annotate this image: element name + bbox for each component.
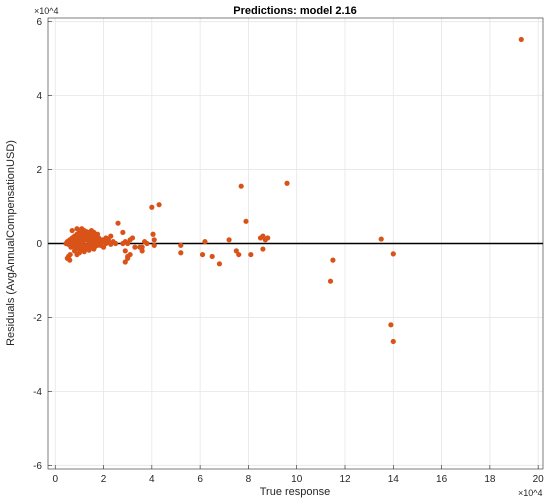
- y-tick-label: 6: [36, 17, 42, 28]
- y-tick-label: -2: [33, 313, 42, 324]
- data-point: [125, 240, 131, 247]
- data-point: [390, 338, 396, 345]
- x-tick-label: 20: [533, 474, 545, 485]
- data-point: [122, 248, 128, 254]
- data-point: [67, 257, 73, 263]
- data-point: [139, 248, 145, 254]
- data-point: [390, 251, 396, 257]
- x-tick-label: 14: [388, 474, 400, 485]
- data-point: [98, 240, 104, 246]
- y-axis-label: Residuals (AvgAnnualCompensationUSD): [5, 140, 17, 346]
- x-tick-label: 4: [149, 474, 155, 485]
- chart-title: Predictions: model 2.16: [233, 5, 356, 17]
- y-axis-ticks: -6 -4 -2 0 2 4 6: [33, 17, 52, 472]
- y-tick-label: 0: [36, 239, 42, 250]
- data-point: [122, 259, 128, 265]
- data-point: [71, 248, 78, 254]
- data-point: [120, 229, 126, 236]
- data-point: [151, 242, 157, 248]
- x-tick-label: 10: [291, 474, 303, 485]
- x-tick-label: 18: [484, 474, 496, 485]
- data-point: [129, 235, 136, 241]
- data-point: [260, 246, 266, 252]
- data-point: [233, 248, 239, 254]
- y-tick-label: 4: [36, 91, 42, 102]
- data-points: [63, 36, 524, 345]
- data-point: [178, 242, 184, 248]
- data-point: [67, 251, 73, 258]
- x-tick-label: 6: [197, 474, 203, 485]
- data-point: [149, 204, 155, 210]
- data-point: [84, 229, 90, 236]
- data-point: [139, 244, 145, 250]
- data-point: [93, 239, 99, 245]
- data-point: [202, 239, 208, 245]
- data-point: [70, 242, 76, 248]
- data-point: [238, 183, 244, 189]
- data-point: [144, 240, 150, 247]
- data-point: [518, 36, 524, 43]
- y-tick-label: -6: [33, 461, 42, 472]
- data-point: [388, 322, 394, 328]
- data-point: [110, 239, 116, 245]
- data-point: [199, 251, 206, 258]
- data-point: [156, 202, 162, 208]
- data-point: [284, 180, 290, 186]
- x-tick-label: 0: [52, 474, 58, 485]
- data-point: [265, 235, 271, 241]
- x-axis-exponent: ×10^4: [518, 488, 543, 498]
- data-point: [88, 227, 95, 234]
- data-point: [327, 278, 334, 284]
- x-axis-label: True response: [260, 486, 331, 498]
- data-point: [100, 244, 107, 250]
- data-point: [226, 237, 232, 243]
- data-point: [125, 255, 131, 261]
- data-point: [74, 251, 80, 258]
- y-axis-exponent: ×10^4: [34, 6, 59, 16]
- x-tick-label: 8: [246, 474, 252, 485]
- x-tick-label: 2: [101, 474, 107, 485]
- data-point: [75, 244, 81, 250]
- y-tick-label: -4: [33, 387, 42, 398]
- x-tick-label: 12: [339, 474, 351, 485]
- data-point: [74, 226, 80, 232]
- data-point: [216, 261, 223, 267]
- data-point: [79, 226, 85, 232]
- data-point: [330, 257, 336, 263]
- data-point: [105, 237, 111, 243]
- data-point: [243, 218, 249, 224]
- x-axis-ticks: 0 2 4 6 8 10 12 14 16 18 20: [52, 465, 544, 485]
- data-point: [236, 251, 242, 258]
- data-point: [91, 246, 97, 252]
- data-point: [86, 247, 92, 253]
- data-point: [108, 233, 114, 239]
- data-point: [115, 220, 121, 226]
- data-point: [151, 237, 157, 243]
- data-point: [69, 227, 75, 234]
- data-point: [93, 232, 99, 238]
- data-point: [81, 249, 87, 255]
- data-point: [378, 236, 384, 242]
- data-point: [260, 233, 266, 239]
- data-point: [209, 253, 215, 260]
- data-point: [127, 251, 133, 258]
- data-point: [132, 244, 138, 250]
- data-point: [150, 231, 156, 237]
- data-point: [178, 250, 184, 256]
- data-point: [248, 251, 254, 258]
- y-tick-label: 2: [36, 165, 42, 176]
- x-tick-label: 16: [436, 474, 448, 485]
